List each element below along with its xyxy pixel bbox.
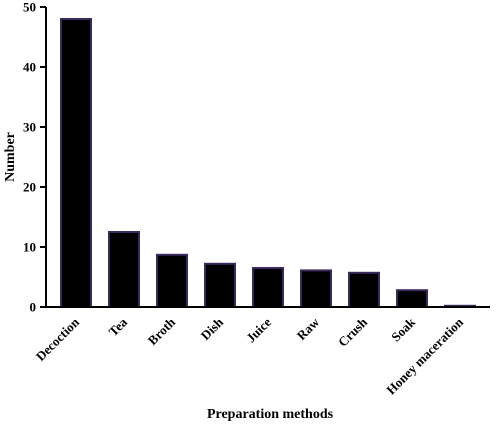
y-tick-label: 40 [23, 60, 36, 75]
x-category-label: Juice [243, 314, 274, 345]
x-category-labels-group: Decoction Tea Broth Dish Juice Raw Crush SoakHo… [33, 314, 467, 397]
bar-raw [300, 269, 332, 308]
y-tick-label: 50 [23, 0, 36, 15]
bar-soak [396, 289, 428, 309]
x-category-label: Tea [106, 314, 131, 339]
x-category-label: Decoction [33, 314, 83, 364]
y-tick-label: 30 [23, 120, 36, 135]
x-category-label: Raw [294, 314, 323, 343]
bars-group [60, 18, 476, 309]
bar-crush [348, 271, 380, 308]
x-category-label: Soak [388, 314, 419, 345]
bar-broth [156, 253, 188, 309]
y-tick-label: 20 [23, 180, 36, 195]
bar-juice [252, 267, 284, 308]
x-category-label: Broth [145, 314, 179, 348]
x-category-label: Dish [198, 314, 227, 343]
y-tick-label: 0 [30, 300, 37, 315]
y-tick-label: 10 [23, 240, 36, 255]
bar-decoction [60, 18, 92, 308]
y-ticks-group: 0 10 20 30 40 50 [23, 0, 46, 315]
x-axis-title: Preparation methods [207, 407, 334, 422]
y-axis-title: Number [3, 132, 18, 182]
x-category-label: Crush [335, 314, 371, 350]
bar-tea [108, 231, 140, 308]
bar-dish [204, 262, 236, 308]
